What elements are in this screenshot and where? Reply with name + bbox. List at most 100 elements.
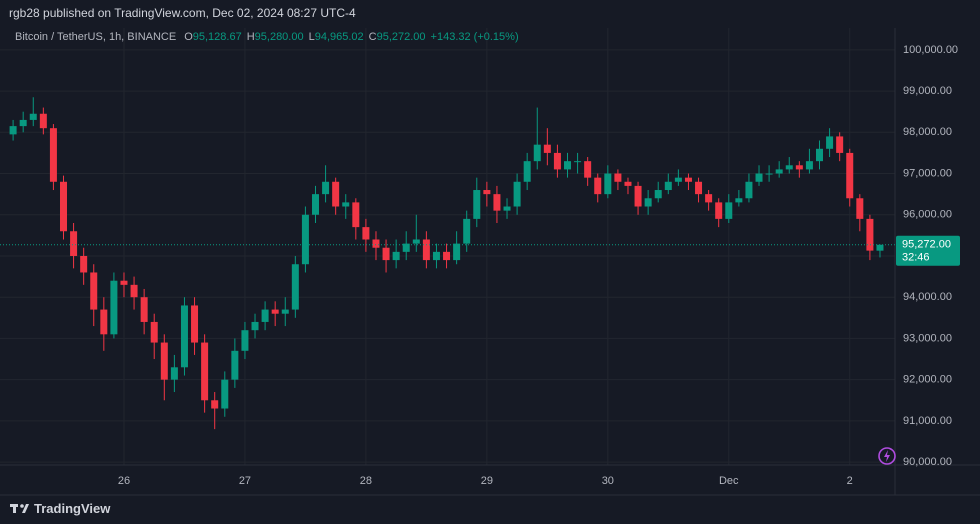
grid [0,28,895,465]
candle-body [432,251,440,261]
candle-body [120,280,128,285]
candle-body [856,198,864,219]
candle-body [392,251,400,261]
candle-body [735,198,743,203]
candle-body [362,227,370,240]
candle-body [523,161,531,182]
candle-body [684,177,692,182]
candle-body [231,350,239,380]
ohlc-value: 94,965.02 [314,31,364,43]
candle-body [695,181,703,195]
candle-body [553,152,561,170]
candle-body [291,264,299,310]
y-tick-label: 94,000.00 [903,291,952,303]
candle-body [211,400,219,409]
ohlc-label: L [308,31,315,43]
candle-body [604,173,612,195]
candle-body [503,206,511,211]
candle-body [775,169,783,174]
candle-body [805,161,813,170]
candle-body [654,190,662,199]
x-tick-label: Dec [719,475,739,487]
ohlc-label: O [184,31,193,43]
candle-body [876,244,884,251]
ohlc-value: 95,128.67 [192,31,242,43]
candle-body [473,190,481,219]
x-tick-label: 30 [602,475,614,487]
x-tick-label: 2 [847,475,853,487]
candle-body [221,379,229,409]
candle-body [150,321,158,343]
last-price-label: 95,272.00 [902,239,951,251]
candle-body [816,148,823,162]
candle-body [372,239,380,248]
y-tick-label: 100,000.00 [903,44,958,56]
candle-body [49,128,57,182]
candle-body [130,284,138,298]
candle-body [90,272,98,310]
candle-body [443,251,451,261]
candle-body [463,218,471,244]
ohlc-label: C [368,31,377,43]
candle-body [755,173,763,182]
ohlc-value: 95,272.00 [376,31,426,43]
ohlc-value: 95,280.00 [254,31,304,43]
candle-body [382,247,390,261]
candle-body [483,190,491,195]
countdown: 32:46 [902,252,930,264]
candle-body [836,136,844,153]
y-tick-label: 90,000.00 [903,456,952,468]
candle-body [312,194,319,215]
change: +143.32 (+0.15%) [430,31,519,43]
candle-body [9,126,17,135]
candle-body [19,119,27,127]
candle-body [674,177,682,182]
candle-body [574,161,582,163]
candle-body [644,198,652,207]
candle-body [261,309,269,322]
candle-body [140,297,148,322]
candle-body [624,181,632,186]
lightning-icon[interactable] [878,447,896,465]
brand: TradingView [34,501,111,516]
logo [10,504,29,513]
candle-body [533,144,541,162]
candle-body [785,165,793,170]
y-tick-label: 98,000.00 [903,126,952,138]
candle-body [160,342,168,380]
y-tick-label: 92,000.00 [903,374,952,386]
candle-body [191,305,199,343]
candle-body [352,202,360,228]
y-tick-label: 91,000.00 [903,415,952,427]
candle-body [39,113,47,129]
candle-body [493,194,501,211]
candle-body [332,181,340,207]
candle-body [180,305,188,368]
candle-body [322,181,330,195]
candle-body [866,218,874,251]
candle-body [594,177,602,195]
candle-body [110,280,118,335]
candle-body [281,309,289,314]
candle-body [251,321,259,331]
x-tick-label: 28 [360,475,372,487]
candle-body [634,185,642,207]
legend-header: Bitcoin / TetherUS, 1h, BINANCE O95,128.6… [15,31,524,43]
candle-body [412,239,420,244]
candle-body [70,231,78,256]
candles [9,97,884,430]
candle-body [846,152,854,199]
candle-body [725,202,733,219]
candle-body [543,144,551,153]
ohlc-label: H [246,31,255,43]
x-tick-label: 29 [481,475,493,487]
candle-body [80,255,88,273]
candle-body [715,202,723,219]
published-note: rgb28 published on TradingView.com, Dec … [9,6,356,20]
candle-body [705,194,713,203]
candle-body [513,181,521,207]
candle-body [241,330,249,351]
candle-body [664,181,672,191]
